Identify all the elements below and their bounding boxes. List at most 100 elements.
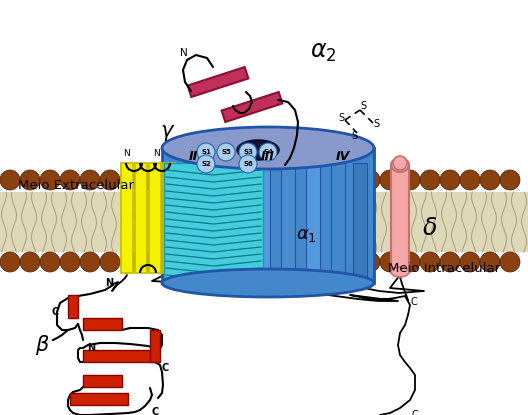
- Circle shape: [120, 170, 140, 190]
- Polygon shape: [222, 92, 282, 122]
- Text: C: C: [411, 297, 417, 307]
- Circle shape: [480, 170, 500, 190]
- Circle shape: [239, 143, 257, 161]
- Circle shape: [280, 252, 300, 272]
- Polygon shape: [149, 163, 161, 273]
- Text: II: II: [188, 149, 197, 163]
- Text: Meio Intracelular: Meio Intracelular: [388, 261, 500, 274]
- Circle shape: [260, 252, 280, 272]
- Polygon shape: [187, 67, 248, 97]
- Polygon shape: [83, 318, 122, 330]
- Ellipse shape: [391, 158, 409, 172]
- Circle shape: [320, 170, 340, 190]
- Circle shape: [300, 252, 320, 272]
- Circle shape: [460, 170, 480, 190]
- Polygon shape: [68, 295, 78, 318]
- Circle shape: [480, 252, 500, 272]
- Text: S: S: [338, 113, 344, 123]
- Circle shape: [197, 155, 215, 173]
- Text: S: S: [360, 101, 366, 111]
- Circle shape: [280, 170, 300, 190]
- Text: S6: S6: [243, 161, 253, 167]
- Ellipse shape: [237, 140, 279, 160]
- Text: N: N: [105, 278, 113, 288]
- Text: N: N: [87, 343, 95, 353]
- Circle shape: [420, 252, 440, 272]
- Polygon shape: [162, 148, 374, 283]
- Text: S2: S2: [201, 161, 211, 167]
- Circle shape: [60, 170, 80, 190]
- Circle shape: [380, 252, 400, 272]
- Circle shape: [360, 252, 380, 272]
- Circle shape: [140, 170, 160, 190]
- Circle shape: [80, 170, 100, 190]
- Circle shape: [440, 252, 460, 272]
- Polygon shape: [353, 163, 367, 281]
- Circle shape: [100, 252, 120, 272]
- Circle shape: [120, 252, 140, 272]
- Ellipse shape: [162, 127, 374, 169]
- Circle shape: [80, 252, 100, 272]
- Circle shape: [300, 170, 320, 190]
- Text: S: S: [351, 131, 357, 141]
- Text: S: S: [373, 119, 379, 129]
- Circle shape: [420, 170, 440, 190]
- Circle shape: [180, 170, 200, 190]
- Circle shape: [200, 252, 220, 272]
- Polygon shape: [83, 375, 122, 387]
- Circle shape: [260, 170, 280, 190]
- Text: $\alpha_1$: $\alpha_1$: [296, 226, 316, 244]
- Text: $\delta$: $\delta$: [422, 216, 437, 240]
- Circle shape: [0, 170, 20, 190]
- Circle shape: [197, 143, 215, 161]
- Text: III: III: [261, 149, 275, 163]
- Circle shape: [20, 252, 40, 272]
- Text: $\gamma$: $\gamma$: [161, 123, 176, 143]
- Ellipse shape: [391, 267, 409, 277]
- Text: IV: IV: [336, 149, 350, 163]
- Polygon shape: [121, 163, 133, 273]
- Circle shape: [400, 252, 420, 272]
- Text: S3: S3: [243, 149, 253, 155]
- Circle shape: [360, 170, 380, 190]
- Circle shape: [20, 170, 40, 190]
- Circle shape: [200, 170, 220, 190]
- Text: S5: S5: [221, 149, 231, 155]
- Circle shape: [40, 252, 60, 272]
- Circle shape: [140, 252, 160, 272]
- Text: C: C: [152, 407, 158, 415]
- Polygon shape: [164, 163, 263, 281]
- Text: S4: S4: [263, 149, 273, 155]
- Circle shape: [220, 170, 240, 190]
- Circle shape: [217, 143, 235, 161]
- Polygon shape: [163, 163, 175, 273]
- Polygon shape: [150, 330, 160, 362]
- Circle shape: [393, 156, 407, 170]
- Circle shape: [220, 252, 240, 272]
- Circle shape: [500, 252, 520, 272]
- Circle shape: [320, 252, 340, 272]
- Polygon shape: [70, 393, 128, 405]
- Text: $\alpha_2$: $\alpha_2$: [310, 40, 336, 64]
- Text: C: C: [412, 410, 418, 415]
- Text: N: N: [122, 149, 129, 158]
- Polygon shape: [83, 350, 155, 362]
- Circle shape: [460, 252, 480, 272]
- Circle shape: [400, 170, 420, 190]
- Circle shape: [440, 170, 460, 190]
- Ellipse shape: [162, 269, 374, 297]
- Circle shape: [0, 252, 20, 272]
- Circle shape: [60, 252, 80, 272]
- Circle shape: [239, 155, 257, 173]
- Circle shape: [180, 252, 200, 272]
- Circle shape: [160, 252, 180, 272]
- Circle shape: [40, 170, 60, 190]
- Polygon shape: [331, 163, 345, 281]
- Polygon shape: [135, 163, 147, 273]
- Circle shape: [160, 170, 180, 190]
- Circle shape: [380, 170, 400, 190]
- Polygon shape: [256, 163, 270, 281]
- Text: N: N: [180, 48, 188, 58]
- Circle shape: [240, 170, 260, 190]
- Circle shape: [100, 170, 120, 190]
